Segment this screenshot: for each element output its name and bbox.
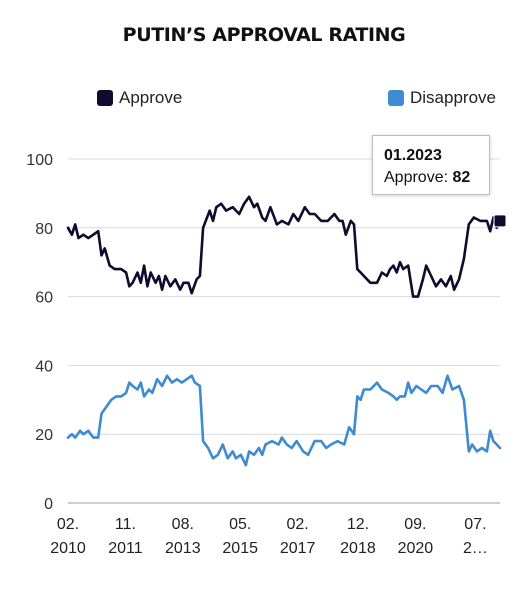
x-tick-year-label: 2018: [340, 540, 376, 557]
x-tick-year-label: 2020: [398, 540, 434, 557]
legend-label-disapprove: Disapprove: [410, 88, 496, 107]
y-tick-label: 40: [35, 358, 53, 375]
y-tick-label: 0: [44, 496, 53, 513]
x-tick-year-label: 2013: [165, 540, 201, 557]
x-tick-year-label: 2017: [280, 540, 316, 557]
legend-label-approve: Approve: [119, 88, 183, 107]
y-tick-label: 60: [35, 290, 53, 307]
y-tick-label: 20: [35, 427, 53, 444]
series-line-approve: [66, 195, 502, 298]
x-tick-month-label: 02.: [286, 516, 308, 533]
x-tick-month-label: 09.: [404, 516, 426, 533]
y-tick-label: 80: [35, 221, 53, 238]
tooltip-value: 82: [452, 169, 471, 186]
y-tick-label: 100: [26, 152, 53, 169]
x-tick-year-label: 2010: [50, 540, 86, 557]
highlighted-point-marker: [493, 214, 507, 228]
x-tick-year-label: 2…: [463, 540, 488, 557]
chart-title: PUTIN’S APPROVAL RATING: [122, 24, 406, 46]
x-tick-month-label: 07.: [464, 516, 486, 533]
x-tick-month-label: 08.: [172, 516, 194, 533]
legend-swatch-approve: [97, 90, 113, 106]
x-tick-month-label: 02.: [57, 516, 79, 533]
x-tick-month-label: 11.: [115, 516, 136, 533]
legend-item-approve[interactable]: Approve: [97, 87, 182, 109]
tooltip-date: 01.2023: [384, 147, 442, 164]
x-tick-month-label: 05.: [229, 516, 251, 533]
x-tick-month-label: 12.: [347, 516, 369, 533]
series-line-disapprove: [66, 374, 502, 467]
x-tick-year-label: 2011: [108, 540, 143, 557]
legend-swatch-disapprove: [388, 90, 404, 106]
legend-item-disapprove[interactable]: Disapprove: [388, 87, 496, 109]
chart-tooltip: 01.2023 Approve: 82: [372, 135, 490, 195]
tooltip-series-label: Approve:: [384, 169, 449, 186]
x-tick-year-label: 2015: [222, 540, 258, 557]
